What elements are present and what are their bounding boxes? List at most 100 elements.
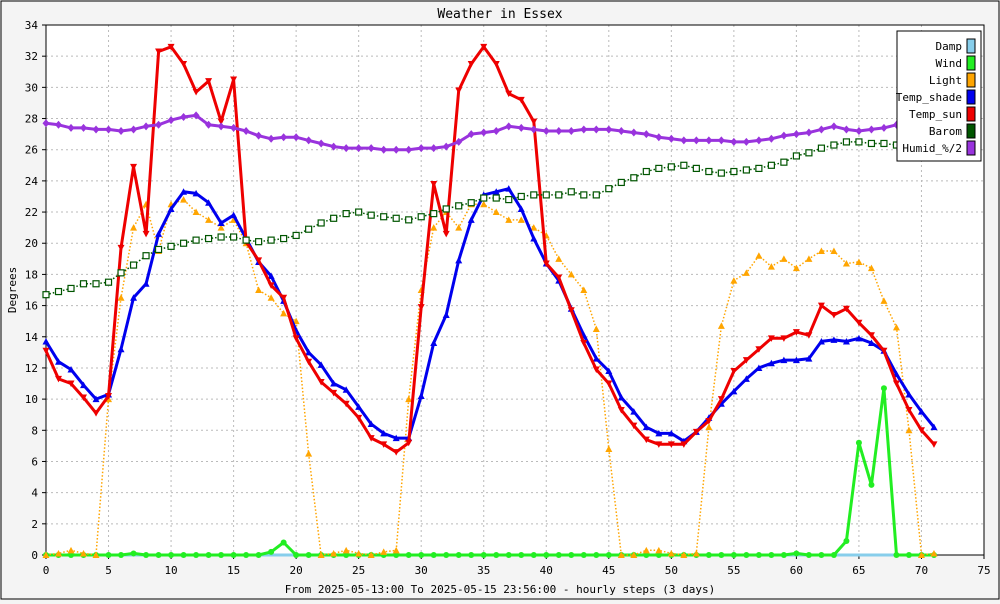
data-point	[142, 122, 150, 131]
data-point	[892, 323, 900, 331]
data-point	[305, 552, 312, 558]
legend-swatch	[966, 106, 976, 122]
data-point	[42, 291, 50, 299]
data-point	[805, 128, 813, 137]
data-point	[492, 208, 500, 216]
data-point	[480, 43, 488, 51]
data-point	[867, 332, 875, 339]
data-point	[67, 123, 75, 132]
data-point	[892, 380, 900, 388]
data-point	[442, 230, 450, 238]
data-point	[517, 96, 525, 104]
data-point	[55, 549, 63, 557]
data-point	[430, 552, 437, 558]
data-point	[130, 294, 138, 301]
data-point	[380, 548, 388, 555]
data-point	[767, 161, 775, 169]
data-point	[355, 549, 363, 557]
data-point	[192, 236, 200, 244]
y-tick-label: 26	[25, 144, 38, 157]
data-point	[767, 134, 775, 143]
data-point	[655, 133, 663, 142]
data-point	[505, 90, 513, 98]
data-point	[530, 191, 538, 199]
data-point	[418, 552, 425, 558]
data-point	[880, 123, 888, 132]
data-point	[605, 380, 613, 388]
data-point	[180, 112, 188, 121]
grid	[46, 25, 984, 555]
data-point	[230, 123, 238, 132]
data-point	[692, 136, 700, 145]
data-point	[305, 136, 313, 145]
data-point	[567, 127, 575, 135]
data-point	[392, 145, 400, 154]
data-point	[580, 340, 588, 347]
y-tick-label: 20	[25, 237, 38, 250]
data-point	[280, 294, 288, 302]
data-point	[780, 158, 788, 166]
data-point	[167, 116, 175, 125]
data-point	[305, 358, 313, 366]
data-point	[617, 127, 625, 135]
data-point	[330, 142, 338, 151]
data-point	[455, 224, 463, 231]
data-point	[930, 549, 938, 557]
legend-label: Barom	[929, 125, 962, 138]
data-point	[680, 551, 688, 558]
data-point	[342, 144, 350, 153]
data-point	[592, 191, 600, 199]
data-point	[742, 166, 750, 174]
y-tick-label: 14	[25, 331, 39, 344]
data-point	[217, 118, 225, 126]
x-tick-label: 55	[727, 564, 740, 577]
data-point	[342, 210, 350, 218]
data-point	[117, 269, 125, 277]
data-point	[267, 236, 275, 244]
data-point	[592, 325, 600, 332]
data-point	[430, 144, 438, 153]
data-point	[392, 546, 400, 554]
data-point	[568, 552, 575, 558]
data-point	[692, 428, 700, 436]
x-tick-label: 50	[665, 564, 678, 577]
y-tick-label: 2	[31, 518, 38, 531]
legend-swatch	[966, 140, 976, 156]
data-point	[868, 481, 875, 488]
legend-label: Light	[929, 74, 962, 87]
data-point	[867, 339, 875, 346]
data-point	[805, 332, 813, 339]
data-point	[505, 122, 513, 131]
data-point	[655, 552, 662, 558]
series-layer	[42, 43, 938, 558]
data-point	[468, 552, 475, 558]
data-point	[717, 169, 725, 177]
data-point	[542, 191, 550, 199]
data-point	[430, 181, 438, 188]
data-point	[293, 552, 300, 558]
data-point	[517, 216, 525, 223]
legend-swatch	[966, 38, 976, 54]
data-point	[180, 196, 188, 203]
y-tick-label: 32	[25, 50, 38, 63]
data-point	[380, 213, 388, 221]
data-point	[392, 449, 400, 456]
x-tick-label: 20	[290, 564, 303, 577]
data-point	[218, 552, 225, 558]
data-point	[192, 111, 200, 120]
data-point	[542, 127, 550, 135]
data-point	[480, 552, 487, 558]
data-point	[580, 191, 588, 199]
x-tick-label: 70	[915, 564, 928, 577]
data-point	[492, 60, 500, 68]
data-point	[617, 178, 625, 187]
y-axis-label: Degrees	[6, 267, 19, 313]
data-point	[393, 552, 400, 558]
data-point	[292, 335, 300, 342]
data-point	[342, 546, 350, 554]
y-tick-label: 16	[25, 300, 38, 313]
data-point	[80, 381, 88, 389]
data-point	[742, 137, 750, 146]
data-point	[605, 367, 613, 375]
data-point	[280, 309, 288, 317]
